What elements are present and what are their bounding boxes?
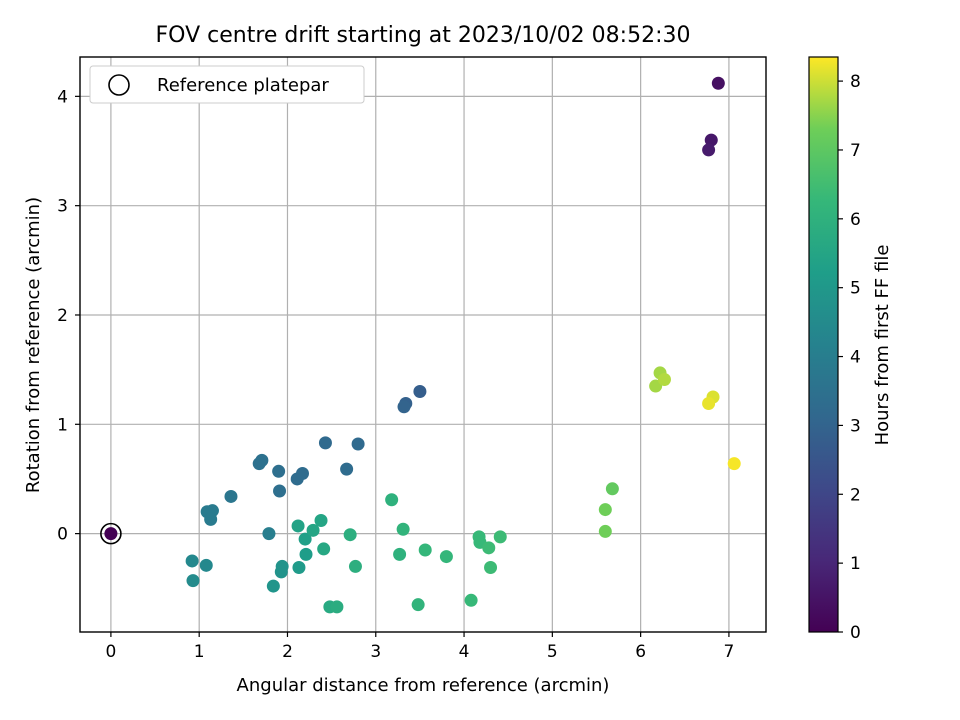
data-point	[186, 574, 200, 588]
data-point	[104, 527, 118, 541]
x-axis-label: Angular distance from reference (arcmin)	[237, 675, 610, 696]
data-point	[306, 523, 320, 537]
data-point	[396, 522, 410, 536]
data-point	[199, 558, 213, 572]
legend-box	[89, 65, 365, 104]
reference-platepar-marker	[100, 522, 122, 545]
legend-marker-icon	[108, 74, 130, 96]
x-tick-label: 7	[724, 642, 735, 662]
data-point	[266, 579, 280, 593]
data-point	[299, 547, 313, 561]
data-point	[702, 397, 716, 411]
colorbar-tick-label: 6	[850, 210, 861, 230]
data-point	[598, 524, 612, 538]
data-point	[224, 489, 238, 503]
colorbar-tick-label: 7	[850, 141, 861, 161]
colorbar-tick-label: 8	[850, 72, 861, 92]
colorbar	[808, 56, 839, 633]
data-point	[411, 598, 425, 612]
data-point	[598, 503, 612, 517]
chart-title: FOV centre drift starting at 2023/10/02 …	[156, 23, 691, 48]
data-point	[340, 462, 354, 476]
data-point	[298, 532, 312, 546]
colorbar-tick-label: 3	[850, 416, 861, 436]
data-point	[397, 400, 411, 414]
legend: Reference platepar	[89, 65, 365, 104]
colorbar-tick-label: 0	[850, 623, 861, 643]
y-tick-label: 0	[57, 525, 68, 545]
data-point	[418, 543, 432, 557]
data-point	[385, 493, 399, 507]
data-point	[291, 519, 305, 533]
data-point	[351, 437, 365, 451]
x-tick-label: 5	[547, 642, 558, 662]
legend-entry: Reference platepar	[157, 75, 329, 96]
data-point	[330, 600, 344, 614]
data-point	[292, 561, 306, 575]
plot-frame	[79, 56, 767, 633]
colorbar-tick-label: 2	[850, 485, 861, 505]
x-tick-label: 3	[370, 642, 381, 662]
data-point	[711, 76, 725, 90]
data-point	[273, 484, 287, 498]
data-point	[657, 372, 671, 386]
data-point	[727, 457, 741, 471]
data-point	[185, 554, 199, 568]
data-point	[274, 565, 288, 579]
data-point	[343, 528, 357, 542]
y-tick-label: 2	[57, 306, 68, 326]
data-point	[295, 466, 309, 480]
data-point	[702, 143, 716, 157]
colorbar-tick-label: 5	[850, 279, 861, 299]
x-tick-label: 0	[105, 642, 116, 662]
colorbar-tick-label: 4	[850, 348, 861, 368]
data-point	[704, 133, 718, 147]
x-tick-label: 2	[282, 642, 293, 662]
grid-lines	[80, 57, 766, 632]
x-tick-label: 6	[635, 642, 646, 662]
data-point	[439, 550, 453, 564]
colorbar-label: Hours from first FF file	[872, 245, 893, 446]
data-point	[493, 530, 507, 544]
data-point	[348, 559, 362, 573]
x-axis-ticks: 0 1 2 3 4 5 6 7	[105, 632, 734, 662]
data-point	[464, 593, 478, 607]
data-points	[100, 76, 741, 614]
colorbar-tick-label: 1	[850, 554, 861, 574]
data-point	[314, 513, 328, 527]
y-tick-label: 1	[57, 415, 68, 435]
data-point	[262, 527, 276, 541]
data-point	[318, 436, 332, 450]
data-point	[484, 561, 498, 575]
y-tick-label: 3	[57, 197, 68, 217]
data-point	[272, 464, 286, 478]
y-tick-label: 4	[57, 87, 68, 107]
data-point	[482, 541, 496, 555]
data-point	[204, 512, 218, 526]
x-tick-label: 1	[194, 642, 205, 662]
y-axis-label: Rotation from reference (arcmin)	[23, 197, 44, 493]
data-point	[393, 547, 407, 561]
data-point	[255, 453, 269, 467]
data-point	[605, 482, 619, 496]
colorbar-ticks: 0 1 2 3 4 5 6 7 8	[838, 72, 861, 643]
x-tick-label: 4	[459, 642, 470, 662]
y-axis-ticks: 0 1 2 3 4	[57, 87, 80, 545]
data-point	[317, 542, 331, 556]
data-point	[413, 385, 427, 399]
